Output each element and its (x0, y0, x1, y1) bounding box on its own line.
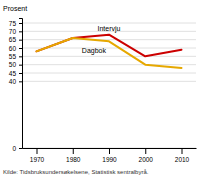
grid (22, 23, 196, 148)
tick-label: 2000 (139, 156, 154, 163)
grid-line (22, 39, 196, 40)
tick-mark (19, 31, 22, 32)
tick-label: 55 (9, 53, 17, 60)
x-axis: 1970 1980 1990 2000 2010 (23, 148, 197, 163)
tick: 2000 (139, 148, 154, 163)
tick-label: 1980 (66, 156, 81, 163)
tick-mark (19, 23, 22, 24)
series-labels: Intervju Dagbok (82, 25, 121, 56)
y-axis: 0 4045 505560 657075 (9, 19, 23, 152)
lines (37, 35, 182, 68)
tick-mark (19, 48, 22, 49)
tick-label: 50 (9, 61, 17, 68)
chart: 1970 1980 1990 2000 2010 0 4045 505560 657075 Int… (0, 0, 206, 178)
series-line (37, 35, 182, 57)
tick-label: 1970 (30, 156, 45, 163)
tick-label: 1990 (102, 156, 117, 163)
tick-mark (73, 148, 74, 154)
tick-label: 60 (9, 45, 17, 52)
tick-label: 65 (9, 36, 17, 43)
axis-line (19, 19, 23, 149)
tick-mark (182, 148, 183, 154)
tick-label: 40 (9, 78, 17, 85)
y-label: Prosent (3, 5, 27, 12)
series-line (37, 38, 182, 68)
tick: 1990 (102, 148, 117, 163)
tick-mark (145, 148, 146, 154)
tick-label: 0 (12, 145, 16, 152)
tick: 50 (9, 61, 22, 68)
tick: 2010 (175, 148, 190, 163)
grid-line (22, 23, 196, 24)
grid-line (22, 64, 196, 65)
footnote: Kilde: Tidsbruksundersøkelsene, Statisti… (3, 169, 149, 175)
grid-line (22, 56, 196, 57)
grid-line (22, 73, 196, 74)
series-label: Intervju (98, 25, 121, 33)
tick: 45 (9, 70, 22, 77)
tick-mark (19, 40, 22, 41)
plot: 1970 1980 1990 2000 2010 0 4045 505560 657075 Int… (9, 19, 197, 163)
tick-mark (19, 81, 22, 82)
tick-label: 2010 (175, 156, 190, 163)
tick: 75 (9, 20, 22, 27)
tick: 1970 (30, 148, 45, 163)
tick-mark (19, 73, 22, 74)
tick-mark (19, 65, 22, 66)
tick: 55 (9, 53, 22, 60)
tick-mark (19, 148, 22, 149)
series-label: Dagbok (82, 47, 107, 55)
tick: 0 (12, 145, 22, 152)
tick: 60 (9, 45, 22, 52)
tick: 40 (9, 78, 22, 85)
tick-mark (109, 148, 110, 154)
grid-line (22, 81, 196, 82)
tick-label: 70 (9, 28, 17, 35)
tick: 65 (9, 36, 22, 43)
tick: 1980 (66, 148, 81, 163)
tick-mark (37, 148, 38, 154)
tick-mark (19, 56, 22, 57)
tick-label: 75 (9, 20, 17, 27)
tick-label: 45 (9, 70, 17, 77)
tick: 70 (9, 28, 22, 35)
